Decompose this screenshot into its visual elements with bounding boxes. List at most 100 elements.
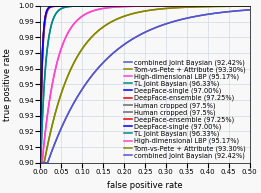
DeepFace-single (97.00%) <box>162 5 165 7</box>
Human cropped (97.5%) <box>38 162 41 164</box>
Tom-vs-Pete + Attribute (93.30%) <box>133 12 137 14</box>
TL Joint Baysian (96.33%) <box>92 5 96 7</box>
DeepFace-ensemble (97.25%) <box>38 162 41 164</box>
Human cropped (97.5%) <box>134 5 137 7</box>
Line: DeepFace-ensemble (97.25%): DeepFace-ensemble (97.25%) <box>40 6 250 163</box>
combined Joint Baysian (92.42%) <box>92 72 96 74</box>
DeepFace-single (97.00%) <box>38 162 41 164</box>
DeepFace-ensemble (97.25%) <box>248 5 251 7</box>
TL Joint Baysian (96.33%) <box>196 5 199 7</box>
Line: DeepFace-ensemble (97.25%): DeepFace-ensemble (97.25%) <box>40 6 250 163</box>
DeepFace-ensemble (97.25%) <box>76 5 79 7</box>
Tom-vs-Pete + Attribute (93.30%) <box>162 8 165 10</box>
TL Joint Baysian (96.33%) <box>216 5 220 7</box>
DeepFace-single (97.00%) <box>179 5 182 7</box>
combined Joint Baysian (92.42%) <box>38 162 41 164</box>
Line: High-dimensional LBP (95.17%): High-dimensional LBP (95.17%) <box>40 6 250 163</box>
High-dimensional LBP (95.17%) <box>76 19 79 21</box>
Line: Tom-vs-Pete + Attribute (93.30%): Tom-vs-Pete + Attribute (93.30%) <box>40 6 250 163</box>
Tom-vs-Pete + Attribute (93.30%) <box>92 34 96 36</box>
Legend: combined Joint Baysian (92.42%), Tom-vs-Pete + Attribute (93.30%), High-dimensio: combined Joint Baysian (92.42%), Tom-vs-… <box>123 58 246 159</box>
X-axis label: false positive rate: false positive rate <box>107 180 183 190</box>
High-dimensional LBP (95.17%) <box>196 5 199 7</box>
combined Joint Baysian (92.42%) <box>196 15 199 17</box>
High-dimensional LBP (95.17%) <box>76 19 79 21</box>
Human cropped (97.5%) <box>248 5 251 7</box>
Tom-vs-Pete + Attribute (93.30%) <box>248 5 251 7</box>
DeepFace-ensemble (97.25%) <box>162 5 165 7</box>
TL Joint Baysian (96.33%) <box>248 5 251 7</box>
DeepFace-single (97.00%) <box>105 5 108 7</box>
Tom-vs-Pete + Attribute (93.30%) <box>92 34 96 36</box>
DeepFace-single (97.00%) <box>162 5 165 7</box>
Human cropped (97.5%) <box>179 5 182 7</box>
combined Joint Baysian (92.42%) <box>76 96 79 98</box>
Human cropped (97.5%) <box>197 5 200 7</box>
DeepFace-single (97.00%) <box>197 5 200 7</box>
Tom-vs-Pete + Attribute (93.30%) <box>196 6 199 8</box>
DeepFace-ensemble (97.25%) <box>76 5 79 7</box>
TL Joint Baysian (96.33%) <box>38 162 41 164</box>
TL Joint Baysian (96.33%) <box>179 5 182 7</box>
combined Joint Baysian (92.42%) <box>179 19 182 21</box>
Line: DeepFace-single (97.00%): DeepFace-single (97.00%) <box>40 6 250 163</box>
combined Joint Baysian (92.42%) <box>76 96 79 98</box>
DeepFace-ensemble (97.25%) <box>162 5 165 7</box>
DeepFace-ensemble (97.25%) <box>92 5 96 7</box>
TL Joint Baysian (96.33%) <box>196 5 199 7</box>
Tom-vs-Pete + Attribute (93.30%) <box>179 6 182 9</box>
DeepFace-ensemble (97.25%) <box>38 162 41 164</box>
DeepFace-ensemble (97.25%) <box>248 5 251 7</box>
High-dimensional LBP (95.17%) <box>179 5 182 7</box>
Human cropped (97.5%) <box>38 162 41 164</box>
Human cropped (97.5%) <box>248 5 251 7</box>
combined Joint Baysian (92.42%) <box>133 36 137 39</box>
DeepFace-single (97.00%) <box>248 5 251 7</box>
Human cropped (97.5%) <box>162 5 165 7</box>
combined Joint Baysian (92.42%) <box>92 72 96 74</box>
TL Joint Baysian (96.33%) <box>162 5 165 7</box>
DeepFace-ensemble (97.25%) <box>179 5 182 7</box>
Tom-vs-Pete + Attribute (93.30%) <box>133 12 137 14</box>
TL Joint Baysian (96.33%) <box>76 5 79 7</box>
Human cropped (97.5%) <box>76 5 79 7</box>
Human cropped (97.5%) <box>197 5 200 7</box>
Line: Human cropped (97.5%): Human cropped (97.5%) <box>40 6 250 163</box>
DeepFace-single (97.00%) <box>92 5 96 7</box>
combined Joint Baysian (92.42%) <box>196 15 199 17</box>
DeepFace-single (97.00%) <box>179 5 182 7</box>
Line: TL Joint Baysian (96.33%): TL Joint Baysian (96.33%) <box>40 6 250 163</box>
TL Joint Baysian (96.33%) <box>162 5 165 7</box>
combined Joint Baysian (92.42%) <box>248 9 251 11</box>
High-dimensional LBP (95.17%) <box>196 5 199 7</box>
Line: combined Joint Baysian (92.42%): combined Joint Baysian (92.42%) <box>40 10 250 163</box>
Human cropped (97.5%) <box>112 5 115 7</box>
DeepFace-ensemble (97.25%) <box>110 5 113 7</box>
High-dimensional LBP (95.17%) <box>92 9 96 12</box>
DeepFace-ensemble (97.25%) <box>179 5 182 7</box>
Tom-vs-Pete + Attribute (93.30%) <box>76 56 79 58</box>
DeepFace-ensemble (97.25%) <box>134 5 137 7</box>
Human cropped (97.5%) <box>112 5 115 7</box>
Line: Tom-vs-Pete + Attribute (93.30%): Tom-vs-Pete + Attribute (93.30%) <box>40 6 250 163</box>
DeepFace-ensemble (97.25%) <box>197 5 200 7</box>
Tom-vs-Pete + Attribute (93.30%) <box>38 162 41 164</box>
DeepFace-single (97.00%) <box>134 5 137 7</box>
Line: High-dimensional LBP (95.17%): High-dimensional LBP (95.17%) <box>40 6 250 163</box>
DeepFace-ensemble (97.25%) <box>134 5 137 7</box>
TL Joint Baysian (96.33%) <box>216 5 220 7</box>
DeepFace-single (97.00%) <box>105 5 108 7</box>
Line: TL Joint Baysian (96.33%): TL Joint Baysian (96.33%) <box>40 6 250 163</box>
DeepFace-single (97.00%) <box>76 5 79 7</box>
High-dimensional LBP (95.17%) <box>133 5 137 7</box>
DeepFace-single (97.00%) <box>134 5 137 7</box>
Human cropped (97.5%) <box>92 5 96 7</box>
High-dimensional LBP (95.17%) <box>133 5 137 7</box>
Tom-vs-Pete + Attribute (93.30%) <box>38 162 41 164</box>
TL Joint Baysian (96.33%) <box>76 5 79 7</box>
combined Joint Baysian (92.42%) <box>38 162 41 164</box>
DeepFace-single (97.00%) <box>76 5 79 7</box>
DeepFace-ensemble (97.25%) <box>92 5 96 7</box>
combined Joint Baysian (92.42%) <box>133 36 137 39</box>
High-dimensional LBP (95.17%) <box>179 5 182 7</box>
